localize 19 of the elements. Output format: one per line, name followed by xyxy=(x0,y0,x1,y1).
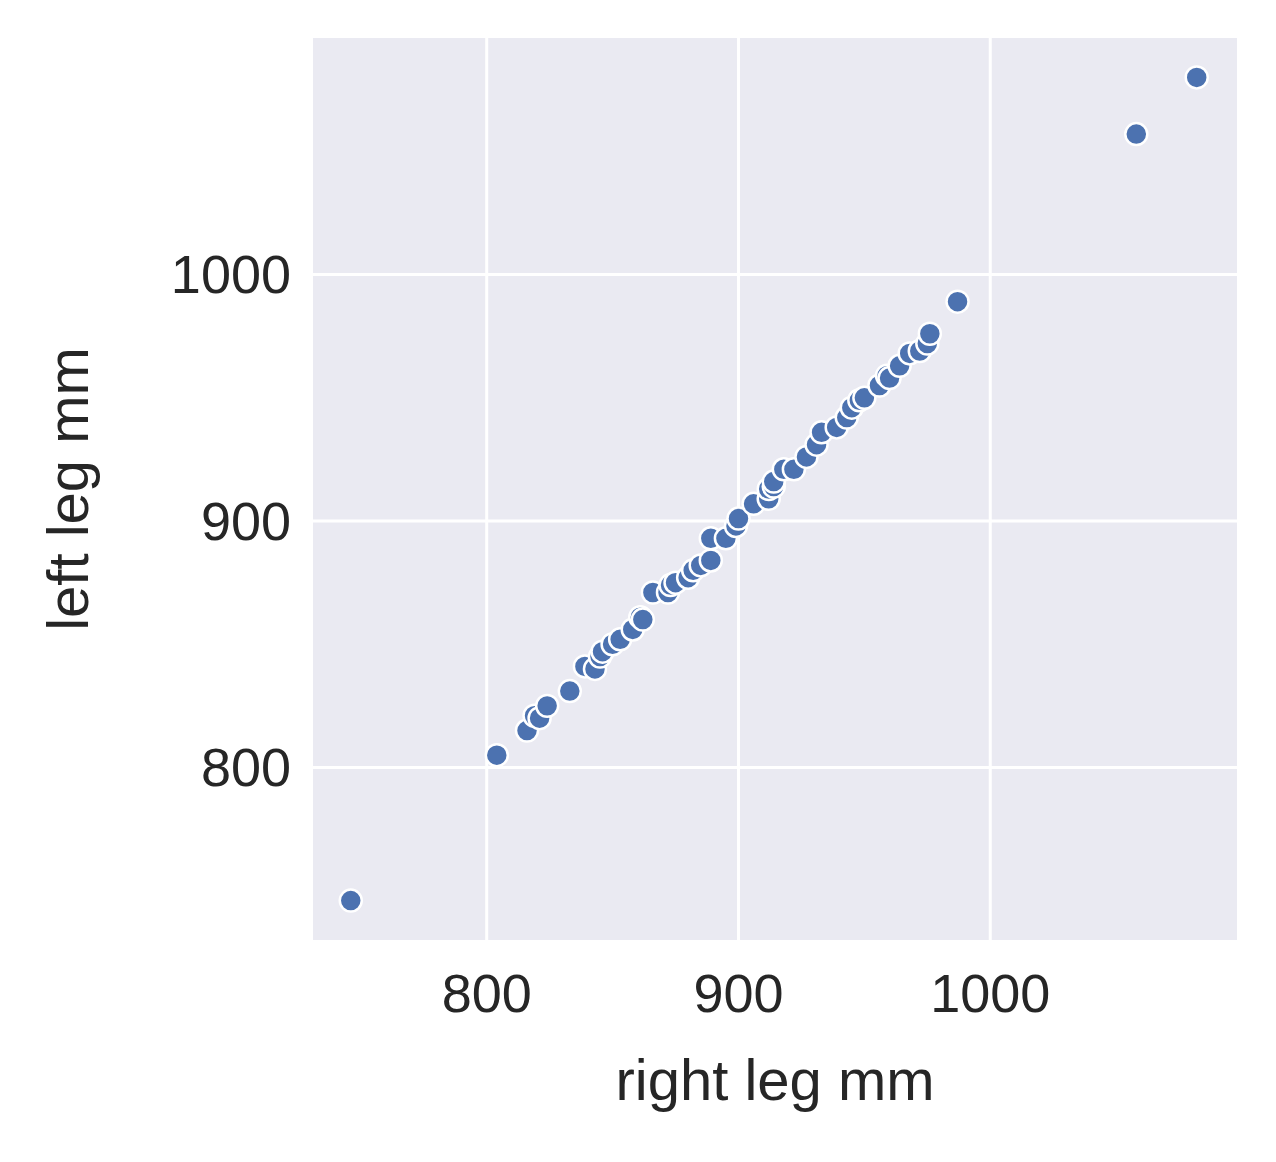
y-tick-label: 1000 xyxy=(170,244,291,305)
point xyxy=(557,678,583,704)
point xyxy=(484,742,510,768)
point xyxy=(917,321,943,346)
y-tick-label: 900 xyxy=(200,490,291,551)
x-tick-label: 800 xyxy=(441,963,532,1023)
x-axis-title: right leg mm xyxy=(615,1047,935,1112)
point xyxy=(1184,65,1209,90)
point xyxy=(945,289,970,314)
point xyxy=(338,888,364,913)
point xyxy=(726,506,751,531)
point xyxy=(698,548,724,573)
x-tick-label: 900 xyxy=(693,963,784,1023)
y-tick-label: 800 xyxy=(200,737,291,798)
point xyxy=(534,693,560,719)
y-axis-title: left leg mm xyxy=(35,347,100,631)
x-tick-label: 1000 xyxy=(930,963,1051,1023)
point xyxy=(1124,121,1149,147)
point xyxy=(852,385,877,411)
